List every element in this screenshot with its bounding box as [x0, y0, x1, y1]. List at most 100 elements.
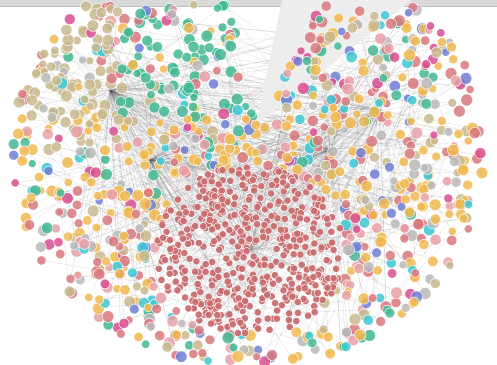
graph-node[interactable]	[231, 92, 244, 106]
graph-node[interactable]	[284, 316, 293, 324]
graph-node[interactable]	[171, 277, 180, 286]
graph-node[interactable]	[282, 68, 293, 79]
graph-node[interactable]	[225, 310, 234, 319]
graph-node[interactable]	[252, 155, 263, 167]
graph-node[interactable]	[190, 133, 201, 144]
graph-node[interactable]	[184, 304, 193, 313]
graph-node[interactable]	[101, 34, 115, 47]
graph-node[interactable]	[134, 7, 147, 20]
graph-node[interactable]	[175, 350, 188, 363]
graph-node[interactable]	[250, 186, 258, 195]
graph-node[interactable]	[345, 50, 358, 63]
graph-node[interactable]	[442, 176, 453, 187]
graph-node[interactable]	[176, 105, 189, 118]
graph-node[interactable]	[374, 32, 387, 45]
graph-node[interactable]	[353, 262, 365, 274]
graph-node[interactable]	[118, 230, 129, 241]
graph-node[interactable]	[369, 168, 381, 180]
graph-node[interactable]	[342, 243, 355, 257]
graph-node[interactable]	[158, 221, 167, 229]
graph-node[interactable]	[253, 202, 262, 211]
graph-node[interactable]	[423, 113, 435, 125]
graph-node[interactable]	[191, 222, 200, 230]
graph-node[interactable]	[138, 249, 151, 262]
graph-node[interactable]	[447, 226, 457, 236]
graph-node[interactable]	[161, 256, 169, 264]
graph-node[interactable]	[287, 353, 299, 365]
graph-node[interactable]	[168, 124, 180, 136]
graph-node[interactable]	[41, 221, 54, 234]
graph-node[interactable]	[182, 208, 190, 217]
graph-node[interactable]	[139, 285, 150, 296]
graph-node[interactable]	[233, 284, 242, 293]
graph-node[interactable]	[207, 319, 215, 328]
graph-node[interactable]	[43, 165, 54, 176]
graph-node[interactable]	[296, 214, 304, 223]
graph-node[interactable]	[239, 253, 248, 262]
graph-node[interactable]	[288, 129, 301, 142]
graph-node[interactable]	[341, 199, 351, 209]
graph-node[interactable]	[159, 233, 167, 242]
graph-node[interactable]	[272, 245, 281, 253]
graph-node[interactable]	[133, 51, 143, 61]
graph-node[interactable]	[108, 126, 119, 137]
graph-node[interactable]	[143, 187, 154, 198]
graph-node[interactable]	[201, 114, 212, 126]
graph-node[interactable]	[217, 107, 230, 120]
graph-node[interactable]	[409, 191, 421, 202]
graph-node[interactable]	[429, 198, 442, 211]
graph-node[interactable]	[214, 180, 223, 189]
graph-node[interactable]	[327, 227, 336, 236]
graph-node[interactable]	[188, 101, 198, 112]
graph-node[interactable]	[188, 348, 199, 359]
graph-node[interactable]	[38, 59, 48, 69]
graph-node[interactable]	[436, 28, 446, 38]
graph-node[interactable]	[83, 78, 96, 91]
graph-node[interactable]	[280, 203, 288, 212]
graph-node[interactable]	[214, 48, 227, 61]
graph-node[interactable]	[410, 35, 421, 47]
graph-node[interactable]	[353, 93, 365, 105]
graph-node[interactable]	[91, 223, 102, 233]
graph-node[interactable]	[380, 10, 390, 21]
graph-node[interactable]	[205, 216, 214, 224]
graph-node[interactable]	[296, 250, 305, 259]
graph-node[interactable]	[72, 185, 84, 197]
graph-node[interactable]	[79, 94, 90, 105]
graph-node[interactable]	[204, 310, 213, 319]
graph-node[interactable]	[228, 237, 237, 246]
graph-node[interactable]	[218, 166, 227, 175]
graph-node[interactable]	[323, 283, 332, 292]
graph-node[interactable]	[245, 235, 254, 243]
graph-node[interactable]	[93, 191, 103, 201]
graph-node[interactable]	[269, 279, 277, 288]
graph-node[interactable]	[309, 64, 322, 76]
graph-node[interactable]	[220, 119, 231, 130]
graph-node[interactable]	[85, 119, 94, 129]
graph-node[interactable]	[323, 30, 337, 44]
graph-node[interactable]	[404, 206, 416, 218]
graph-node[interactable]	[173, 195, 182, 204]
graph-node[interactable]	[245, 195, 253, 204]
graph-node[interactable]	[53, 237, 64, 248]
graph-node[interactable]	[248, 285, 257, 293]
graph-node[interactable]	[463, 224, 473, 234]
graph-node[interactable]	[398, 156, 409, 167]
graph-node[interactable]	[232, 71, 244, 83]
graph-node[interactable]	[138, 197, 152, 211]
graph-node[interactable]	[324, 348, 336, 360]
graph-node[interactable]	[292, 55, 304, 67]
graph-node[interactable]	[249, 252, 258, 261]
graph-node[interactable]	[119, 284, 131, 296]
graph-node[interactable]	[36, 255, 47, 266]
graph-node[interactable]	[263, 272, 272, 281]
graph-node[interactable]	[244, 290, 253, 299]
graph-node[interactable]	[180, 145, 190, 155]
graph-node[interactable]	[312, 134, 324, 147]
graph-node[interactable]	[141, 34, 153, 47]
graph-node[interactable]	[385, 17, 397, 30]
graph-node[interactable]	[475, 166, 489, 179]
graph-node[interactable]	[330, 190, 341, 201]
graph-node[interactable]	[155, 118, 165, 128]
graph-node[interactable]	[187, 320, 197, 330]
